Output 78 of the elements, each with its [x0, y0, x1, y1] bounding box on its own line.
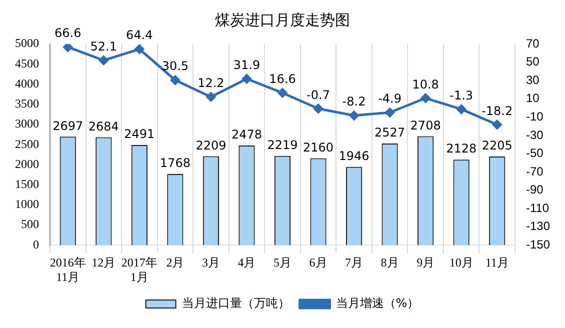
y-tick-label: 4000	[15, 76, 39, 90]
data-label: 64.4	[126, 28, 153, 42]
x-tick-label: 5月	[273, 256, 292, 270]
y2-tick-label: -110	[526, 200, 550, 215]
y2-tick-label: -50	[526, 146, 544, 160]
data-label: 66.6	[54, 26, 82, 40]
point	[456, 104, 466, 114]
data-label: -4.9	[378, 92, 402, 106]
data-label: 2527	[374, 126, 406, 140]
data-label: 10.8	[412, 77, 439, 92]
point	[63, 44, 73, 52]
y2-tick-label: -150	[526, 238, 550, 252]
data-label: 12.2	[198, 76, 224, 90]
y-tick-label: 500	[21, 217, 39, 232]
x-tick-label: 7月	[345, 256, 364, 270]
y-tick-label: 1000	[15, 197, 39, 212]
point	[420, 93, 430, 103]
x-tick-label: 4月	[238, 256, 256, 270]
x-tick-label: 12月	[92, 256, 116, 270]
y2-tick-label: -90	[526, 182, 544, 197]
data-label: 2491	[124, 127, 155, 142]
point	[134, 44, 144, 54]
y2-tick-label: 10	[526, 91, 540, 106]
x-tick-label: 8月	[380, 256, 399, 270]
data-label: -8.2	[342, 94, 366, 109]
point	[278, 88, 288, 98]
y2-tick-label: 50	[526, 54, 540, 69]
data-label: -1.3	[450, 88, 474, 102]
data-label: 1768	[160, 156, 190, 170]
data-label: 2209	[196, 138, 226, 152]
y-tick-label: 5000	[15, 36, 39, 50]
y2-tick-label: -30	[526, 128, 544, 142]
point	[242, 74, 252, 84]
y-tick-label: 2500	[15, 136, 39, 151]
x-tick-label: 2017年 1月	[121, 256, 158, 284]
point	[98, 56, 108, 66]
x-tick-label: 2月	[166, 256, 184, 270]
y-tick-label: 3000	[15, 116, 39, 131]
data-label: 2160	[302, 140, 334, 154]
point	[492, 120, 502, 130]
y2-tick-label: 70	[526, 36, 540, 50]
x-tick-label: 3月	[202, 256, 220, 270]
y-tick-label: 3500	[15, 96, 39, 111]
y2-tick-label: -10	[526, 109, 544, 124]
data-label: 2708	[410, 118, 441, 132]
data-label: 16.6	[269, 72, 296, 86]
y-tick-label: 4500	[15, 56, 39, 70]
data-label: 2697	[52, 118, 84, 133]
data-label: 2205	[482, 138, 512, 153]
point	[170, 75, 180, 85]
y2-tick-label: 30	[526, 72, 540, 87]
point	[314, 104, 324, 114]
data-label: 52.1	[90, 39, 118, 54]
legend-label: 当月进口量（万吨）	[182, 296, 290, 310]
data-label: 1946	[338, 149, 370, 164]
x-tick-label: 9月	[416, 256, 435, 270]
data-label: 30.5	[162, 59, 189, 74]
data-label: -0.7	[306, 88, 330, 102]
y2-tick-label: -70	[526, 164, 544, 178]
x-tick-label: 2016年 11月	[50, 256, 86, 284]
x-tick-label: 10月	[449, 256, 474, 270]
y2-tick-label: -130	[526, 219, 550, 234]
data-label: 2684	[88, 119, 119, 134]
chart-title: 煤炭进口月度走势图	[215, 10, 350, 29]
x-tick-label: 6月	[309, 256, 328, 270]
point	[385, 108, 395, 118]
legend-label: 当月增速（%）	[336, 296, 420, 310]
data-label: 31.9	[233, 58, 260, 72]
data-label: 2219	[267, 138, 298, 152]
data-label: 2478	[231, 128, 262, 142]
x-tick-label: 11月	[485, 256, 509, 270]
point	[349, 110, 359, 120]
data-label: -18.2	[482, 104, 513, 118]
y-tick-label: 2000	[15, 156, 39, 171]
y-tick-label: 0	[33, 237, 39, 252]
data-label: 2128	[446, 142, 477, 156]
point	[206, 92, 216, 102]
y-tick-label: 1500	[15, 176, 39, 191]
